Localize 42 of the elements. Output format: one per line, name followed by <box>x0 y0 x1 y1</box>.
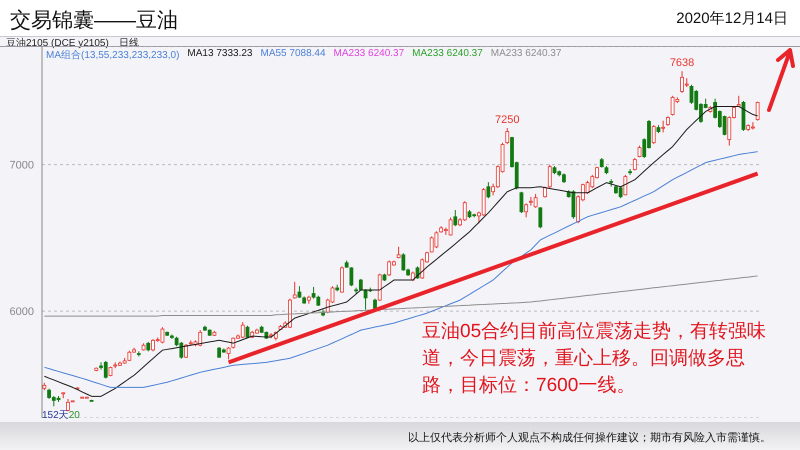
candlestick <box>298 286 302 298</box>
candlestick <box>652 124 656 145</box>
candlestick <box>292 281 297 300</box>
candlestick <box>666 116 670 126</box>
text: 以上仅代表分析师个人观点不构成任何操作建议；期市有风险入市需谨慎。 <box>408 430 771 445</box>
y-tick-label: 7000 <box>10 160 34 172</box>
annotation: 豆油05合约目前高位震荡走势，有转强味道，今日震荡，重心上移。回调做多思路，目标位：7600一线。 <box>422 320 768 398</box>
candlestick <box>548 164 552 189</box>
candlestick <box>246 325 250 339</box>
candlestick <box>543 186 547 198</box>
candlestick <box>756 101 760 122</box>
candlestick <box>632 158 637 171</box>
annotation: 7250 <box>495 114 520 126</box>
annotation: MA组合(13,55,233,233,233,0) <box>46 49 180 62</box>
text: MA55 7088.44 <box>260 48 326 61</box>
candlestick <box>505 128 510 145</box>
candlestick <box>146 341 150 352</box>
chart-subtitle: 2020年12月14日 <box>676 9 788 28</box>
candlestick <box>184 344 188 358</box>
candlestick <box>524 202 528 218</box>
candlestick <box>638 145 642 158</box>
y-tick-label: 6000 <box>10 306 34 318</box>
candlestick <box>623 174 628 196</box>
candlestick <box>396 246 401 259</box>
annotation: MA233 6240.37 <box>412 48 483 61</box>
candlestick <box>486 182 490 199</box>
candlestick <box>226 346 230 360</box>
annotation: MA233 6240.37 <box>334 48 404 61</box>
candlestick <box>600 158 604 168</box>
candlestick <box>349 266 354 287</box>
candlestick <box>453 210 458 227</box>
candlestick <box>108 366 112 377</box>
text: MA13 7333.23 <box>187 48 252 61</box>
annotation: 20 <box>68 410 80 421</box>
chart-title: 交易锦囊——豆油 <box>10 8 178 34</box>
annotation: 7638 <box>670 57 694 70</box>
candlestick <box>520 191 524 214</box>
candlestick <box>538 206 542 229</box>
candlestick <box>416 266 420 280</box>
line-series <box>44 275 758 317</box>
annotation: 152天 <box>42 410 69 421</box>
text: MA233 6240.37 <box>490 48 562 61</box>
